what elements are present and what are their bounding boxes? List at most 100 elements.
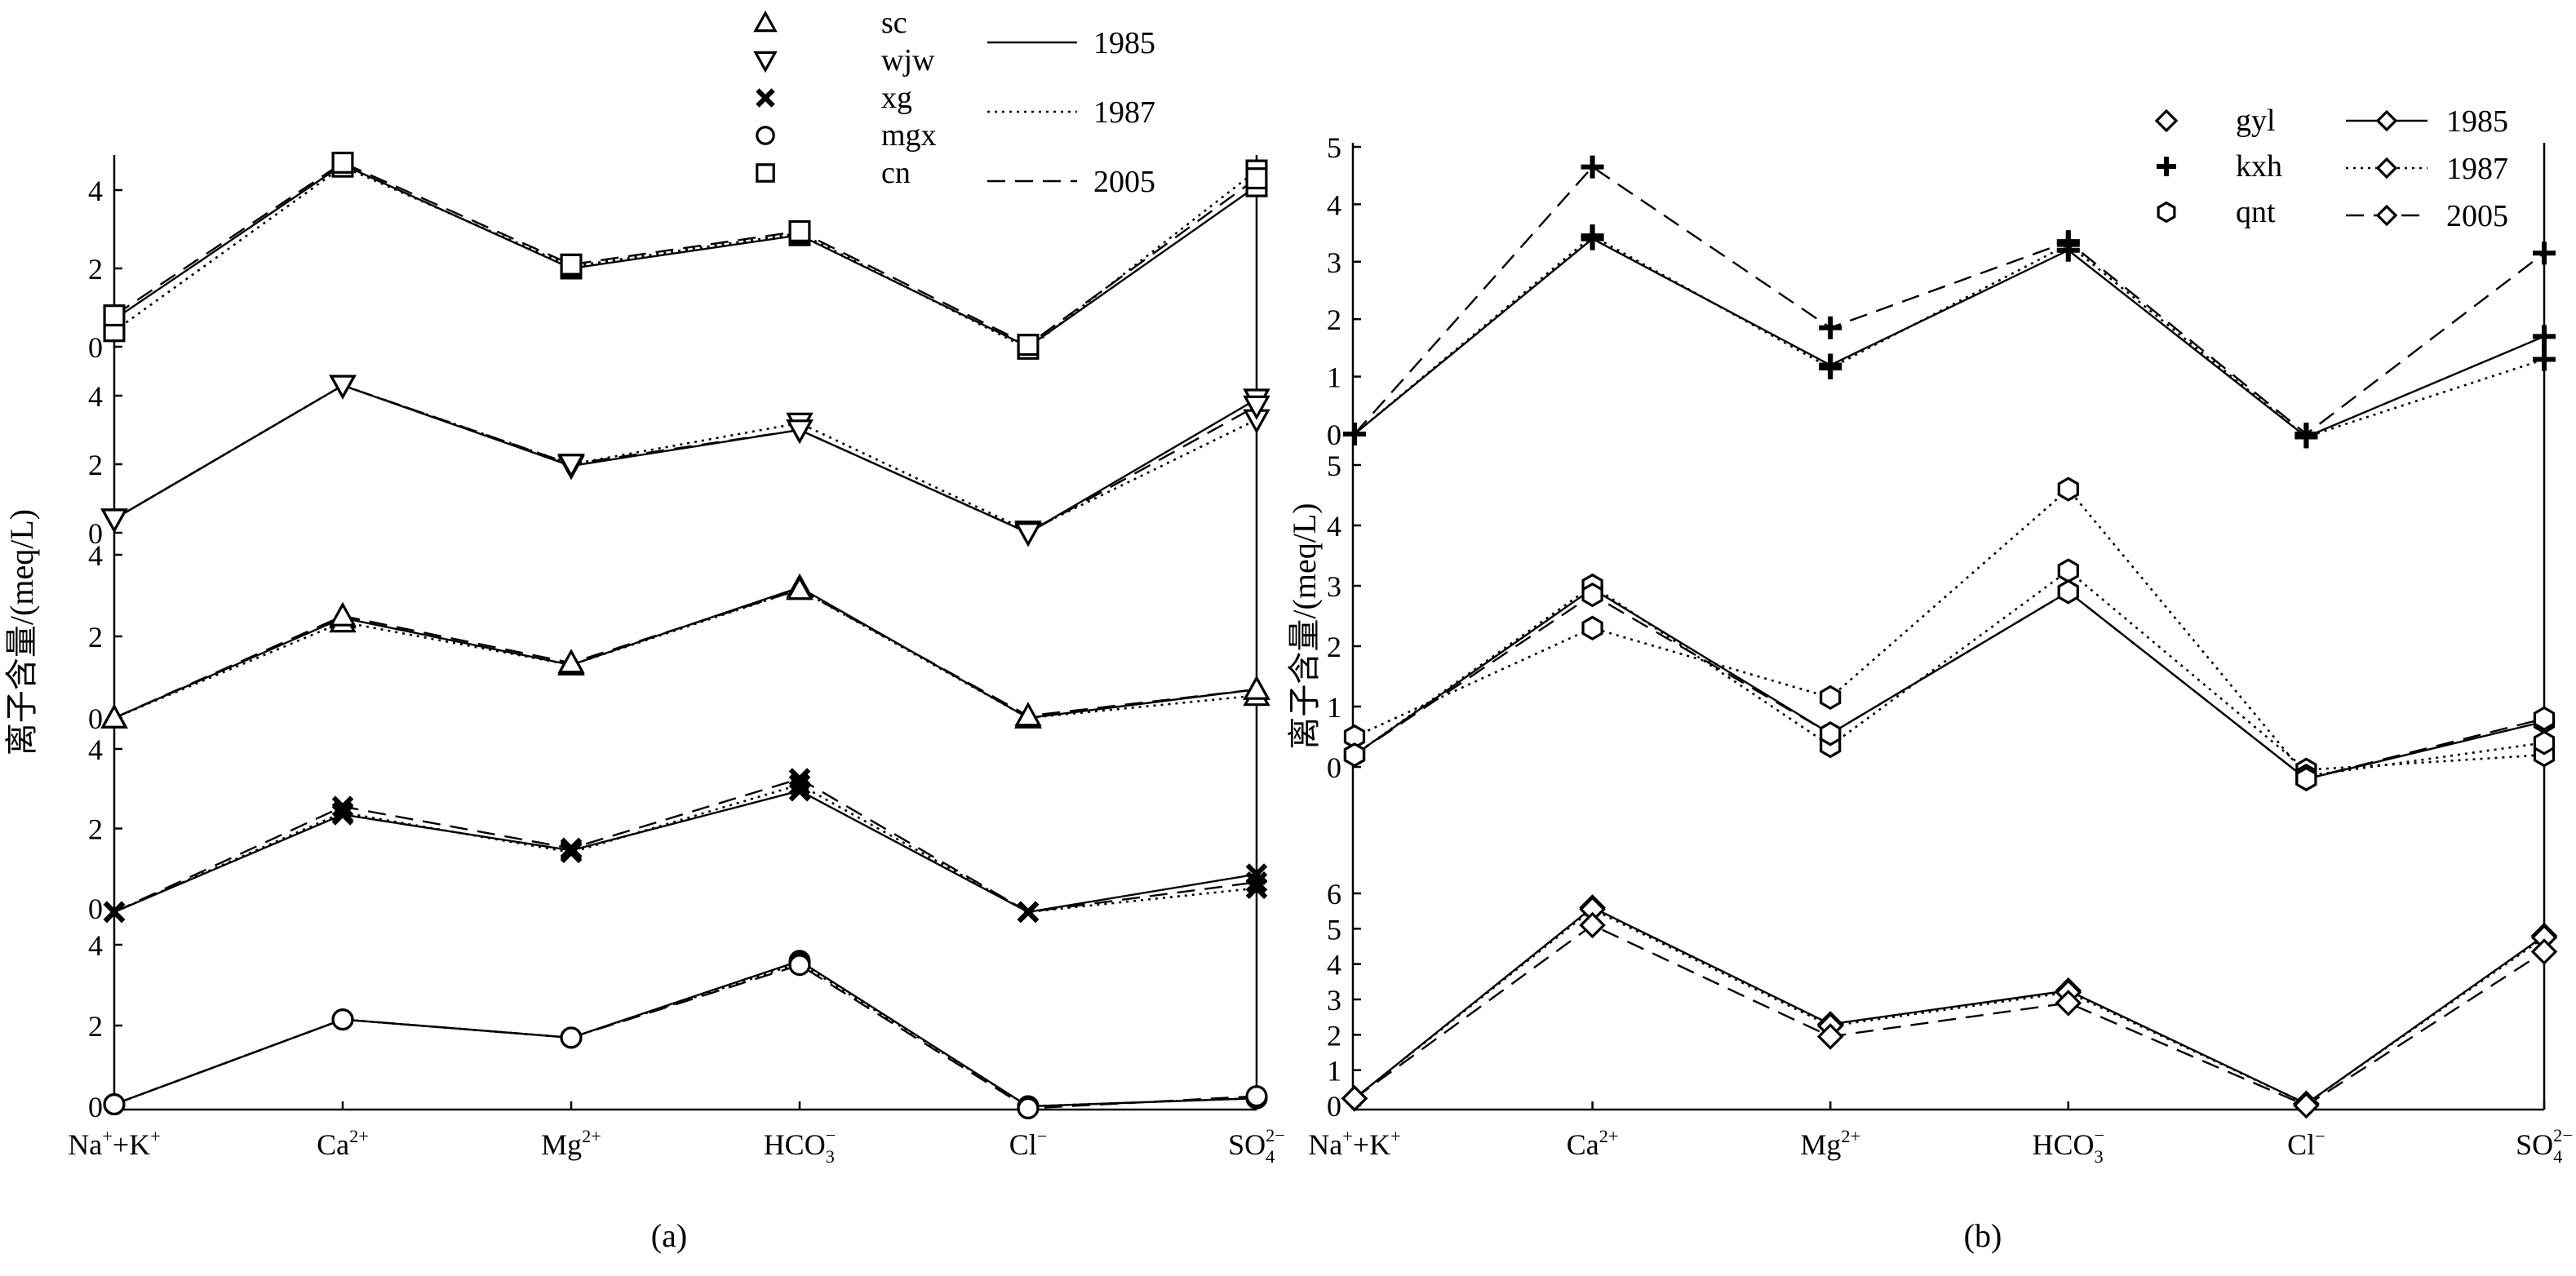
point-xg-2005 xyxy=(331,795,354,818)
x-tick-label-3: HCO3− xyxy=(2032,1125,2104,1167)
series-line-qnt-1987 xyxy=(1354,569,2545,772)
point-gyl-2005 xyxy=(1579,911,1606,939)
series-line-kxh-1987 xyxy=(1354,234,2545,438)
y-tick-label: 4 xyxy=(1327,949,1341,981)
point-kxh-2005 xyxy=(2533,241,2556,265)
point-qnt-1987 xyxy=(2533,730,2556,755)
point-qnt-2005 xyxy=(2057,579,2079,605)
y-tick-label: 4 xyxy=(1327,188,1341,221)
y-tick-label: 5 xyxy=(1327,131,1341,164)
y-tick-label: 2 xyxy=(1327,1019,1341,1052)
chart-b: Na++K+ Ca2+ Mg2+ HCO3− Cl− SO42−离子含量/(meq/L)0… xyxy=(1286,104,2573,1254)
series-line-wjw-1985 xyxy=(113,384,1257,534)
series-line-kxh-1985 xyxy=(1354,237,2545,438)
series-line-mgx-2005 xyxy=(113,964,1257,1110)
point-wjw-2005 xyxy=(329,374,357,400)
point-kxh-1987 xyxy=(2533,348,2556,371)
legend-line-marker-2005 xyxy=(2375,204,2398,227)
series-line-cn-1985 xyxy=(113,163,1257,348)
x-tick-label-5: SO42− xyxy=(1228,1125,1285,1167)
y-tick-label: 2 xyxy=(88,1010,103,1043)
y-tick-label: 1 xyxy=(1327,691,1341,724)
point-qnt-2005 xyxy=(2533,706,2556,731)
y-tick-label: 0 xyxy=(88,331,103,364)
y-axis-title: 离子含量/(meq/L) xyxy=(1286,503,1323,749)
point-cn-2005 xyxy=(788,219,811,242)
panel-wjw: 0 2 4 xyxy=(88,374,1270,550)
x-tick-label-4: Cl− xyxy=(1009,1126,1048,1161)
x-tick-label-0: Na++K+ xyxy=(68,1126,160,1161)
point-sc-2005 xyxy=(557,649,585,674)
series-line-cn-2005 xyxy=(113,162,1257,346)
point-xg-2005 xyxy=(1017,901,1040,924)
point-xg-2005 xyxy=(788,768,811,790)
y-tick-label: 5 xyxy=(1327,450,1341,482)
legend-label-sc: sc xyxy=(881,6,907,40)
subfigure-label: (b) xyxy=(1964,1217,2002,1254)
point-kxh-2005 xyxy=(1581,155,1604,179)
panel-cn: 0 2 4 xyxy=(88,151,1268,364)
point-qnt-1987 xyxy=(1581,615,1603,640)
point-wjw-2005 xyxy=(786,419,814,445)
legend-year-1987: 1987 xyxy=(1093,95,1155,130)
point-kxh-2005 xyxy=(1819,316,1842,339)
series-line-gyl-1985 xyxy=(1354,906,2545,1105)
series-line-wjw-1987 xyxy=(113,383,1257,533)
legend-marker-mgx xyxy=(756,126,775,145)
legend-marker-qnt xyxy=(2157,201,2176,224)
x-tick-label-2: Mg2+ xyxy=(541,1126,601,1161)
legend: gyl kxh qnt 1985 1987 2005 xyxy=(2154,104,2508,233)
panel-mgx: 0 2 4 xyxy=(88,929,1268,1123)
point-qnt-2005 xyxy=(1581,582,1603,608)
point-xg-1987 xyxy=(1245,877,1268,899)
point-gyl-2005 xyxy=(2055,990,2082,1017)
y-tick-label: 4 xyxy=(88,539,103,572)
point-xg-2005 xyxy=(103,901,126,924)
y-tick-label: 0 xyxy=(1327,419,1341,451)
point-wjw-2005 xyxy=(1243,395,1270,420)
point-xg-2005 xyxy=(560,837,583,860)
y-tick-label: 4 xyxy=(88,929,103,962)
x-tick-label-3: HCO3− xyxy=(764,1125,836,1167)
y-tick-label: 0 xyxy=(88,702,103,735)
y-tick-label: 4 xyxy=(88,733,103,766)
legend-label-cn: cn xyxy=(881,156,911,190)
point-gyl-2005 xyxy=(2530,938,2558,965)
panel-qnt: 0 1 2 3 4 5 xyxy=(1327,450,2556,791)
y-tick-label: 0 xyxy=(88,893,103,925)
point-cn-2005 xyxy=(103,304,126,327)
legend-label-qnt: qnt xyxy=(2236,195,2276,229)
legend-marker-cn xyxy=(756,163,775,183)
y-tick-label: 2 xyxy=(1327,303,1341,336)
point-gyl-2005 xyxy=(1341,1085,1368,1112)
legend-marker-kxh xyxy=(2157,157,2176,176)
point-gyl-2005 xyxy=(1816,1023,1844,1050)
point-xg-1987 xyxy=(788,773,811,796)
series-line-sc-2005 xyxy=(113,588,1257,720)
x-tick-label-1: Ca2+ xyxy=(317,1126,369,1161)
point-mgx-2005 xyxy=(1245,1085,1268,1108)
legend-year-2005: 2005 xyxy=(2446,199,2508,233)
y-tick-label: 2 xyxy=(88,449,103,481)
point-qnt-2005 xyxy=(1820,721,1842,747)
series-line-kxh-2005 xyxy=(1354,166,2545,436)
x-tick-label-5: SO42− xyxy=(2516,1125,2573,1167)
y-tick-label: 2 xyxy=(88,253,103,286)
point-sc-2005 xyxy=(329,601,357,627)
point-mgx-2005 xyxy=(560,1026,583,1049)
point-kxh-2005 xyxy=(2056,230,2080,254)
y-tick-label: 4 xyxy=(1327,510,1341,543)
point-kxh-1987 xyxy=(1819,357,1842,380)
point-kxh-2005 xyxy=(1343,423,1366,445)
point-sc-2005 xyxy=(1014,702,1042,727)
legend-year-2005: 2005 xyxy=(1093,165,1155,199)
point-mgx-2005 xyxy=(103,1093,126,1116)
y-axis-title: 离子含量/(meq/L) xyxy=(3,509,40,755)
legend-label-gyl: gyl xyxy=(2236,104,2276,138)
legend-label-xg: xg xyxy=(881,81,912,115)
y-tick-label: 2 xyxy=(88,813,103,846)
point-cn-2005 xyxy=(1245,167,1268,190)
